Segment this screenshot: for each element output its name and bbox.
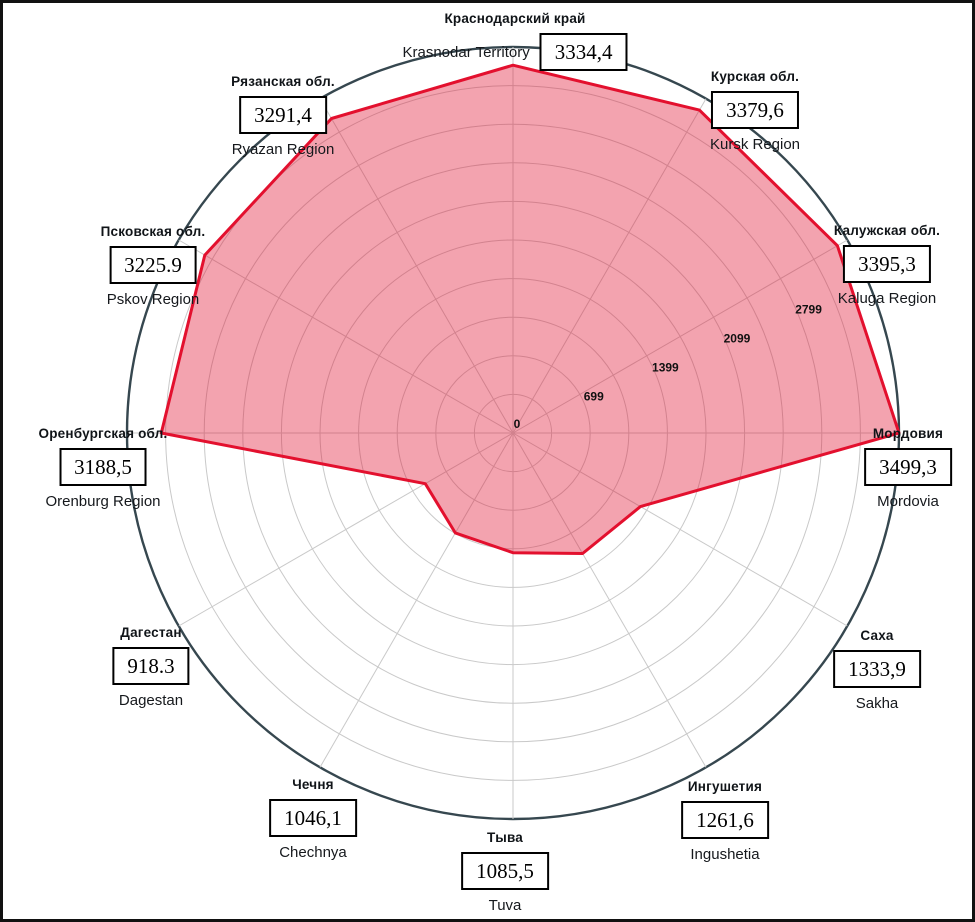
radial-tick-label: 2099 — [724, 332, 751, 346]
axis-spoke — [512, 98, 707, 434]
radial-tick-label: 1399 — [652, 360, 679, 374]
axis-spoke — [319, 98, 514, 434]
axis-spoke — [512, 432, 707, 768]
radial-tick-label: 0 — [514, 417, 521, 431]
axis-spoke — [512, 432, 848, 627]
radar-chart-canvas: 0 699 1399 2099 2799 — [125, 45, 901, 821]
axis-spoke — [512, 239, 848, 434]
axis-spoke — [178, 432, 514, 627]
radial-tick-label: 699 — [584, 389, 604, 403]
data-polygon — [159, 63, 901, 555]
axis-spoke — [319, 432, 514, 768]
axis-spoke — [178, 239, 514, 434]
radial-tick-label: 2799 — [795, 303, 822, 317]
